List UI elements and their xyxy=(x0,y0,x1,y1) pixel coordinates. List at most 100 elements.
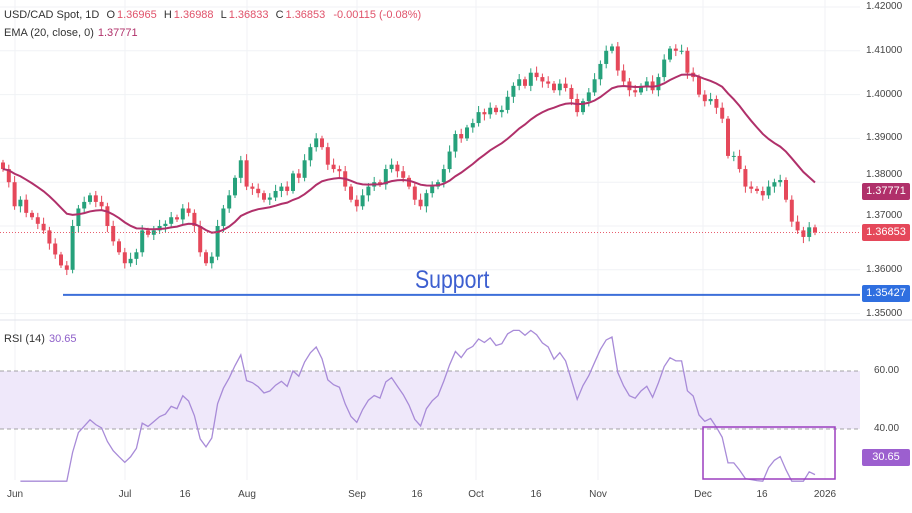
candle-body xyxy=(122,252,127,264)
ema-value: 1.37771 xyxy=(97,27,138,39)
candle-body xyxy=(41,223,46,231)
candle-body xyxy=(105,206,110,226)
candle-body xyxy=(546,81,551,84)
rsi-band xyxy=(0,371,860,429)
candle-body xyxy=(366,186,371,196)
rsi-value-tag: 30.65 xyxy=(862,449,910,466)
candle-body xyxy=(552,83,556,91)
date-tick-label: Sep xyxy=(348,489,366,500)
candle-body xyxy=(291,173,295,191)
candle-body xyxy=(430,186,435,194)
candle-body xyxy=(279,186,284,191)
candle-body xyxy=(679,50,684,52)
candle-body xyxy=(250,186,255,189)
symbol-legend: USD/CAD Spot, 1D O 1.36965 H 1.36988 L 1.36… xyxy=(4,9,421,21)
open-label: O xyxy=(106,9,115,21)
candle-body xyxy=(285,186,290,191)
candle-body xyxy=(557,83,562,91)
candle-body xyxy=(731,155,736,157)
date-tick-label: Jul xyxy=(118,489,132,500)
candle-body xyxy=(418,199,423,207)
candle-body xyxy=(256,188,261,194)
candle-body xyxy=(505,96,510,110)
candle-body xyxy=(412,186,417,200)
low-label: L xyxy=(220,9,227,21)
candle-body xyxy=(93,195,98,202)
rsi-label: RSI (14) xyxy=(4,333,45,345)
candle-body xyxy=(563,83,568,89)
candle-body xyxy=(772,182,777,187)
candle-body xyxy=(453,134,458,152)
date-tick-label: Nov xyxy=(589,489,607,500)
candle-body xyxy=(749,186,754,189)
date-tick-label: 2026 xyxy=(813,489,837,500)
change-value: -0.00115 (-0.08%) xyxy=(333,9,422,21)
candle-body xyxy=(18,199,23,207)
candle-body xyxy=(360,195,365,207)
rsi-legend[interactable]: RSI (14) 30.65 xyxy=(4,333,77,345)
candle-body xyxy=(76,208,81,226)
candle-body xyxy=(737,155,742,170)
oversold-highlight-box xyxy=(702,426,836,480)
candle-body xyxy=(656,77,661,91)
candle-body xyxy=(389,164,394,170)
candle-body xyxy=(795,221,800,231)
candle-body xyxy=(30,212,34,218)
close-label: C xyxy=(275,9,284,21)
candle-body xyxy=(598,63,603,80)
candle-body xyxy=(407,177,411,187)
candle-body xyxy=(615,46,620,71)
symbol-title: USD/CAD Spot, 1D xyxy=(4,9,100,21)
candle-body xyxy=(476,112,481,124)
candle-body xyxy=(604,50,609,64)
candle-body xyxy=(633,90,638,93)
candle-body xyxy=(238,160,243,178)
date-tick-label: Jun xyxy=(6,489,24,500)
candle-body xyxy=(349,186,353,200)
rsi-tick-label: 60.00 xyxy=(874,365,900,376)
candle-body xyxy=(523,79,527,86)
candle-body xyxy=(540,77,545,82)
candle-body xyxy=(685,50,690,73)
candle-body xyxy=(24,199,29,213)
candle-body xyxy=(204,252,208,264)
candle-body xyxy=(592,79,597,93)
candle-body xyxy=(267,197,272,200)
candle-body xyxy=(134,252,139,259)
date-tick-label: Dec xyxy=(694,489,712,500)
candle-body xyxy=(331,164,336,170)
candle-body xyxy=(401,171,406,178)
candle-body xyxy=(766,186,771,196)
candle-body xyxy=(180,208,185,220)
candle-body xyxy=(517,79,522,86)
candle-body xyxy=(586,92,591,102)
low-value: 1.36833 xyxy=(228,9,269,21)
candle-body xyxy=(140,230,145,253)
date-tick-label: Oct xyxy=(468,489,484,500)
candle-body xyxy=(714,98,719,108)
price-tick-label: 1.40000 xyxy=(866,88,903,100)
candle-body xyxy=(198,226,203,253)
price-tick-label: 1.42000 xyxy=(866,1,903,12)
candle-body xyxy=(262,193,266,200)
candle-body xyxy=(378,182,382,185)
candle-body xyxy=(233,177,237,196)
candle-body xyxy=(639,85,643,93)
candle-body xyxy=(801,230,806,237)
candle-body xyxy=(308,147,313,161)
candle-body xyxy=(662,59,667,78)
candle-body xyxy=(465,127,469,139)
candle-body xyxy=(186,208,191,213)
candle-body xyxy=(128,258,133,264)
ema-legend[interactable]: EMA (20, close, 0) 1.37771 xyxy=(4,27,138,39)
candle-body xyxy=(441,169,446,183)
candle-body xyxy=(169,217,174,224)
candle-body xyxy=(726,118,730,156)
candle-body xyxy=(215,226,220,257)
candle-body xyxy=(192,212,197,226)
candle-body xyxy=(813,227,817,233)
high-label: H xyxy=(163,9,172,21)
support-price-tag: 1.35427 xyxy=(862,285,910,302)
price-tick-label: 1.41000 xyxy=(866,44,903,56)
